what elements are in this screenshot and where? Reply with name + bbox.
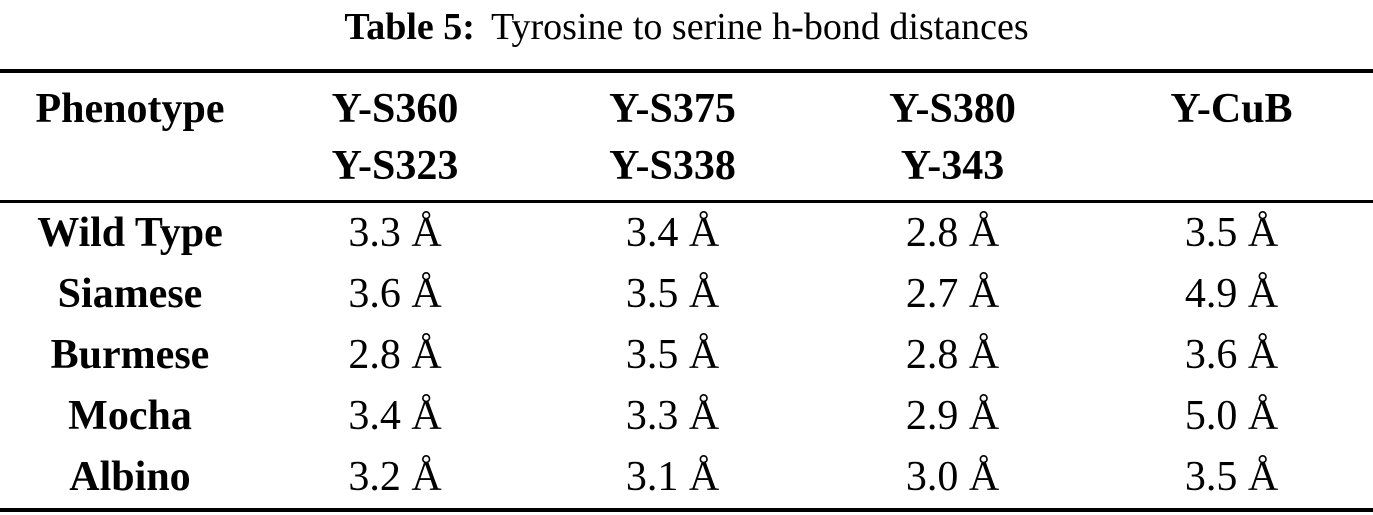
table-caption: Table 5: Tyrosine to serine h-bond dista… <box>0 0 1373 69</box>
column-header-ys375: Y-S375 Y-S338 <box>530 71 815 203</box>
column-header-line1: Y-S375 <box>609 86 736 132</box>
column-header-ys380: Y-S380 Y-343 <box>815 71 1090 203</box>
table-cell: 3.3 Å <box>348 210 442 256</box>
table-cell: 3.4 Å <box>625 210 720 256</box>
table-cell: 3.2 Å <box>348 454 442 500</box>
table-caption-label: Table 5: <box>344 6 475 48</box>
row-header: Burmese <box>50 332 210 378</box>
table-cell: 5.0 Å <box>1184 393 1279 439</box>
row-header: Siamese <box>57 271 203 317</box>
row-header: Mocha <box>68 393 192 439</box>
table-cell: 3.1 Å <box>625 454 720 500</box>
table-row-mocha: Mocha 3.4 Å 3.3 Å 2.9 Å 5.0 Å <box>0 386 1373 447</box>
header-row: Phenotype Y-S360 Y-S323 Y-S375 Y-S338 Y-… <box>0 71 1373 203</box>
column-header-line2 <box>0 138 260 143</box>
column-header-line2: Y-S323 <box>331 143 459 189</box>
column-header-line1: Phenotype <box>35 86 225 132</box>
column-header-line1: Y-S360 <box>331 86 459 132</box>
table-cell: 3.6 Å <box>348 271 442 317</box>
table-cell: 3.5 Å <box>1184 210 1279 256</box>
table-cell: 3.4 Å <box>348 393 442 439</box>
hbond-distance-table: Phenotype Y-S360 Y-S323 Y-S375 Y-S338 Y-… <box>0 69 1373 512</box>
column-header-line2 <box>1090 138 1373 143</box>
table-cell: 2.7 Å <box>905 271 1000 317</box>
table-cell: 3.3 Å <box>625 393 720 439</box>
table-cell: 2.8 Å <box>905 210 1000 256</box>
table-row-wild-type: Wild Type 3.3 Å 3.4 Å 2.8 Å 3.5 Å <box>0 202 1373 265</box>
column-header-line1: Y-CuB <box>1170 86 1293 132</box>
table-body: Wild Type 3.3 Å 3.4 Å 2.8 Å 3.5 Å Siames… <box>0 202 1373 511</box>
table-cell: 3.5 Å <box>1184 454 1279 500</box>
table-cell: 3.5 Å <box>625 271 720 317</box>
column-header-phenotype: Phenotype <box>0 71 260 203</box>
table-row-albino: Albino 3.2 Å 3.1 Å 3.0 Å 3.5 Å <box>0 447 1373 510</box>
table-row-siamese: Siamese 3.6 Å 3.5 Å 2.7 Å 4.9 Å <box>0 264 1373 325</box>
table-cell: 3.0 Å <box>905 454 1000 500</box>
table-cell: 2.8 Å <box>348 332 442 378</box>
row-header: Wild Type <box>37 210 223 256</box>
table-cell: 2.8 Å <box>905 332 1000 378</box>
column-header-ycub: Y-CuB <box>1090 71 1373 203</box>
row-header: Albino <box>69 454 191 500</box>
column-header-line2: Y-S338 <box>609 143 736 189</box>
column-header-line1: Y-S380 <box>889 86 1016 132</box>
table-caption-text: Tyrosine to serine h-bond distances <box>490 6 1029 48</box>
table-cell: 3.6 Å <box>1184 332 1279 378</box>
table-cell: 3.5 Å <box>625 332 720 378</box>
table-row-burmese: Burmese 2.8 Å 3.5 Å 2.8 Å 3.6 Å <box>0 325 1373 386</box>
table-header: Phenotype Y-S360 Y-S323 Y-S375 Y-S338 Y-… <box>0 71 1373 203</box>
column-header-ys360: Y-S360 Y-S323 <box>260 71 530 203</box>
table-cell: 2.9 Å <box>905 393 1000 439</box>
table-cell: 4.9 Å <box>1184 271 1279 317</box>
column-header-line2: Y-343 <box>900 143 1005 189</box>
